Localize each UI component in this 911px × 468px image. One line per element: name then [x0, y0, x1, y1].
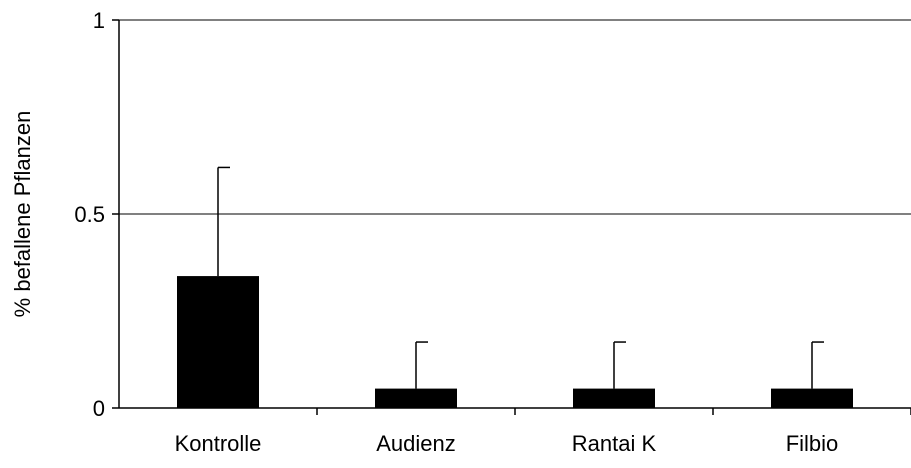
bar — [771, 388, 853, 408]
bar — [573, 388, 655, 408]
y-tick-label: 0 — [93, 396, 105, 421]
y-tick-label: 1 — [93, 8, 105, 33]
bar — [375, 388, 457, 408]
bar — [177, 276, 259, 408]
x-tick-label: Audienz — [376, 431, 456, 456]
x-ticks: Kontrolle Audienz Rantai K Filbio — [175, 408, 911, 456]
x-tick-label: Rantai K — [572, 431, 657, 456]
gridlines — [119, 19, 911, 215]
x-tick-label: Kontrolle — [175, 431, 262, 456]
y-axis-title: % befallene Pflanzen — [10, 111, 35, 318]
y-ticks: 00.51 — [74, 8, 119, 421]
bars — [177, 276, 853, 408]
y-tick-label: 0.5 — [74, 202, 105, 227]
x-tick-label: Filbio — [786, 431, 839, 456]
error-bars — [217, 166, 824, 389]
